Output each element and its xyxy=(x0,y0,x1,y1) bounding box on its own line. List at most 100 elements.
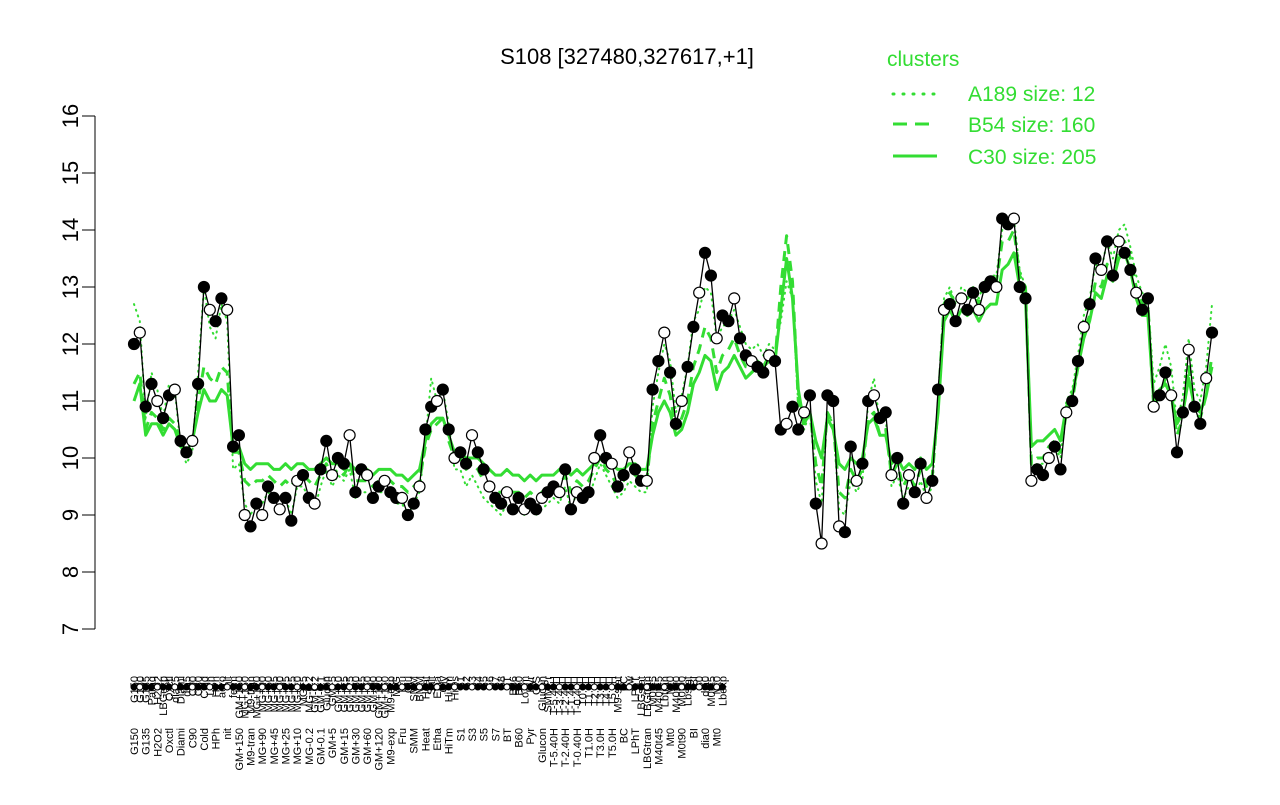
condition-marker xyxy=(620,683,627,691)
condition-marker xyxy=(631,683,639,691)
data-point xyxy=(244,520,257,533)
x-tick-label-lower: T-2.40H xyxy=(560,728,572,767)
data-point xyxy=(693,286,706,299)
condition-marker xyxy=(596,683,604,691)
data-point xyxy=(1170,446,1184,459)
condition-marker xyxy=(276,683,284,691)
data-point xyxy=(174,434,187,447)
data-point xyxy=(972,303,986,316)
data-point xyxy=(221,303,234,316)
x-tick-label-lower: C90 xyxy=(187,728,199,748)
x-tick-label: M9-tran xyxy=(246,676,258,714)
x-tick-label: BT xyxy=(502,676,514,690)
x-tick-label-lower: M9-exp xyxy=(385,728,397,765)
data-point xyxy=(1042,451,1055,465)
condition-marker xyxy=(328,683,336,691)
data-point xyxy=(1013,280,1026,294)
x-tick-label-lower: S5 xyxy=(479,728,491,741)
condition-marker xyxy=(689,683,697,691)
x-tick-label-lower: GM+150 xyxy=(234,728,246,771)
y-tick-label: 11 xyxy=(58,390,83,413)
x-tick-label: Lbstat xyxy=(683,676,695,706)
data-point xyxy=(966,286,980,299)
data-point xyxy=(180,446,193,459)
data-point xyxy=(1095,263,1108,276)
data-point xyxy=(728,292,741,305)
x-tick-label: T4.0H xyxy=(601,676,613,706)
condition-marker xyxy=(235,683,243,691)
data-point xyxy=(145,377,158,390)
data-point xyxy=(698,246,712,259)
condition-marker xyxy=(585,683,592,691)
x-tick-label: T5.0H xyxy=(607,676,619,706)
condition-marker xyxy=(462,683,470,691)
x-tick-label-lower: GM+120 xyxy=(374,728,386,771)
data-point xyxy=(931,383,945,396)
data-point xyxy=(1019,292,1032,305)
data-point xyxy=(704,269,718,282)
data-point xyxy=(378,474,391,487)
condition-marker xyxy=(322,683,330,691)
condition-marker xyxy=(381,683,389,691)
condition-marker xyxy=(427,683,435,691)
data-point xyxy=(314,463,327,476)
data-point xyxy=(559,463,572,476)
x-tick-label: M0t90 xyxy=(677,676,689,707)
data-point xyxy=(897,497,910,510)
condition-marker xyxy=(614,683,622,691)
data-point xyxy=(1200,372,1213,385)
x-tick-label-lower: Glucon xyxy=(537,728,549,763)
condition-marker xyxy=(247,683,254,691)
condition-marker xyxy=(148,683,155,691)
condition-marker xyxy=(375,683,383,691)
x-tick-label-lower: M40t45 xyxy=(653,728,665,765)
data-point xyxy=(891,451,904,465)
probe-line xyxy=(133,217,1213,544)
condition-marker xyxy=(480,683,488,691)
data-point xyxy=(1083,298,1096,311)
y-tick-label: 16 xyxy=(58,104,83,128)
x-tick-label: Lbtran xyxy=(659,676,671,707)
data-point xyxy=(203,303,216,316)
data-point xyxy=(1071,355,1085,368)
legend-entry-b54: B54 size: 160 xyxy=(968,114,1095,137)
data-point xyxy=(797,406,811,419)
x-tick-label: Lbexp xyxy=(718,676,730,706)
x-tick-label-lower: G135 xyxy=(141,728,153,755)
x-tick-label-lower: Pyr xyxy=(525,728,537,745)
condition-marker xyxy=(293,683,301,691)
data-point xyxy=(646,383,659,396)
x-tick-label-lower: GM+5 xyxy=(327,728,339,758)
condition-marker xyxy=(200,683,208,691)
condition-marker xyxy=(182,683,190,691)
data-point xyxy=(838,525,852,539)
condition-marker xyxy=(573,683,581,691)
data-point xyxy=(529,503,543,516)
data-point xyxy=(1025,474,1038,487)
condition-marker xyxy=(334,683,342,691)
data-point xyxy=(1153,389,1166,402)
condition-marker xyxy=(159,683,167,691)
condition-marker xyxy=(561,683,569,691)
data-point xyxy=(506,503,519,516)
data-point xyxy=(430,394,444,408)
data-point xyxy=(500,486,513,499)
data-point xyxy=(588,451,601,465)
condition-marker xyxy=(410,683,418,691)
condition-marker xyxy=(695,683,703,691)
data-point xyxy=(1054,463,1067,476)
data-point xyxy=(296,469,310,482)
data-point xyxy=(232,429,245,442)
data-point xyxy=(594,429,607,442)
condition-marker xyxy=(142,683,150,691)
data-point xyxy=(803,389,817,402)
data-point xyxy=(815,537,828,550)
data-point xyxy=(605,457,618,470)
y-tick-label: 10 xyxy=(58,446,83,470)
x-tick-label-lower: T-0.40H xyxy=(572,728,584,767)
data-point xyxy=(256,508,269,522)
condition-marker xyxy=(625,683,633,691)
condition-marker xyxy=(258,683,266,691)
data-point xyxy=(133,326,146,339)
condition-marker xyxy=(550,683,557,691)
